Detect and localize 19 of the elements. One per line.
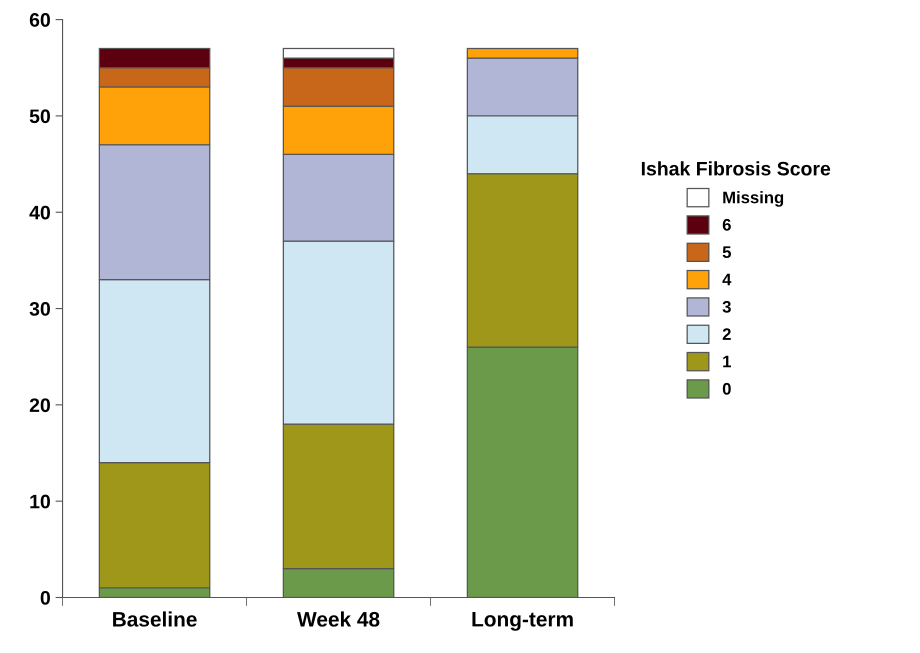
legend-label: Missing — [723, 191, 784, 207]
y-tick-label: 0 — [40, 590, 50, 605]
x-tick-label: Week 48 — [297, 611, 380, 627]
legend-label: 5 — [722, 246, 731, 258]
y-tick-label: 60 — [30, 13, 50, 27]
y-tick-label: 50 — [30, 109, 50, 124]
legend-label: 0 — [722, 382, 731, 395]
legend-title: Ishak Fibrosis Score — [642, 161, 830, 176]
y-tick-label: 20 — [30, 398, 50, 412]
y-tick-label: 40 — [29, 206, 50, 220]
y-tick-label: 10 — [30, 494, 50, 508]
legend-label: 4 — [722, 274, 732, 286]
x-tick-label: Long-term — [472, 612, 573, 631]
x-tick-label: Baseline — [113, 611, 197, 627]
legend-label: 3 — [722, 300, 731, 313]
y-tick-label: 30 — [30, 302, 50, 316]
legend-label: 6 — [722, 218, 731, 231]
legend-label: 2 — [722, 328, 731, 340]
legend-label: 1 — [723, 356, 731, 368]
